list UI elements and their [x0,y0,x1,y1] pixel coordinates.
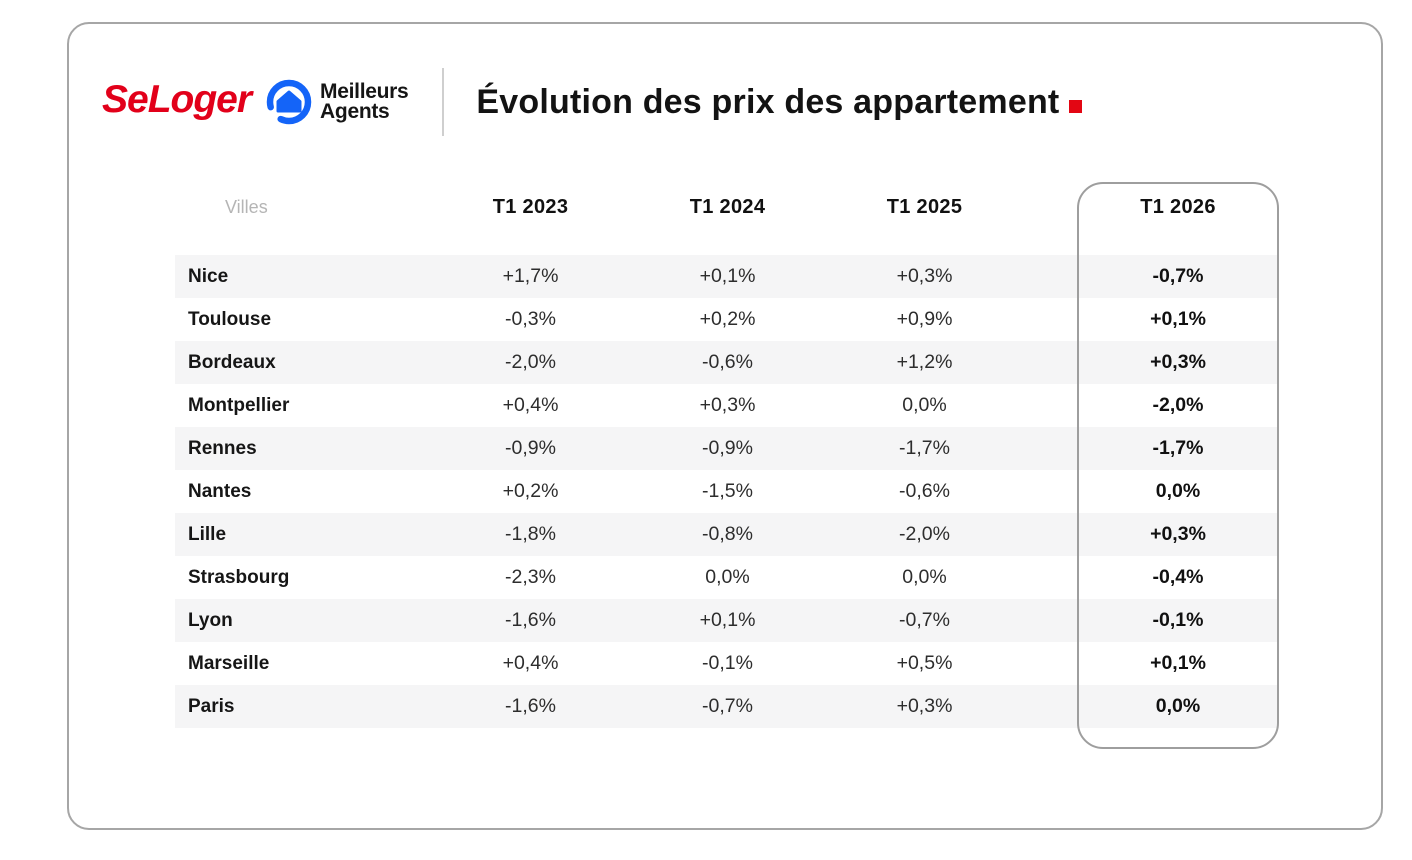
value: -0,9% [702,437,753,459]
seloger-logo: SeLoger [102,78,252,121]
red-square-accent [1069,99,1083,113]
city-label: Nice [188,265,229,287]
value: -1,8% [505,523,556,545]
value: -1,5% [702,480,753,502]
value-t1-2026: +0,3% [1150,523,1206,545]
meilleurs-agents-logo: Meilleurs Agents [265,78,409,126]
value: -1,6% [505,609,556,631]
table-row: Toulouse -0,3% +0,2% +0,9% +0,1% [175,298,1279,341]
value: +0,1% [699,609,756,631]
value: 0,0% [902,394,947,416]
value-t1-2026: +0,1% [1150,308,1206,330]
table-row: Nice +1,7% +0,1% +0,3% -0,7% [175,255,1279,298]
brand-row: SeLoger Meilleurs Agents Évolution des p… [102,64,1083,140]
value: +1,2% [896,351,953,373]
value: +0,9% [896,308,953,330]
value-t1-2026: -0,7% [1152,265,1204,287]
city-label: Bordeaux [188,351,276,373]
value: +0,2% [699,308,756,330]
vertical-divider [442,68,445,136]
ma-word-line2: Agents [320,100,390,123]
column-header-t1-2023: T1 2023 [492,195,569,218]
value: -0,7% [702,695,753,717]
value-t1-2026: 0,0% [1155,695,1201,717]
value: +0,3% [699,394,756,416]
city-label: Nantes [188,480,252,502]
value: -0,6% [702,351,753,373]
table-row: Montpellier +0,4% +0,3% 0,0% -2,0% [175,384,1279,427]
value: +0,3% [896,695,953,717]
value: +0,2% [502,480,559,502]
value-t1-2026: +0,3% [1150,351,1206,373]
column-header-t1-2024: T1 2024 [689,195,766,218]
value: -1,7% [899,437,950,459]
table-row: Lille -1,8% -0,8% -2,0% +0,3% [175,513,1279,556]
table-body: Nice +1,7% +0,1% +0,3% -0,7% Toulouse -0,3% +0,… [175,255,1279,728]
value-t1-2026: +0,1% [1150,652,1206,674]
value: 0,0% [902,566,947,588]
value-t1-2026: -2,0% [1152,394,1204,416]
city-label: Paris [188,695,235,717]
value-t1-2026: -0,4% [1152,566,1204,588]
value: +0,4% [502,652,559,674]
value: -2,0% [505,351,556,373]
price-table: Villes T1 2023 T1 2024 T1 2025 T1 2026 N… [175,182,1279,749]
city-label: Toulouse [188,308,272,330]
value: -0,7% [899,609,950,631]
city-label: Marseille [188,652,270,674]
city-label: Strasbourg [188,566,290,588]
value: -0,6% [899,480,950,502]
value: +0,5% [896,652,953,674]
table-row: Rennes -0,9% -0,9% -1,7% -1,7% [175,427,1279,470]
value: -0,3% [505,308,556,330]
city-label: Montpellier [188,394,290,416]
column-header-t1-2025: T1 2025 [886,195,963,218]
table-row: Lyon -1,6% +0,1% -0,7% -0,1% [175,599,1279,642]
value-t1-2026: -1,7% [1152,437,1204,459]
table-row: Bordeaux -2,0% -0,6% +1,2% +0,3% [175,341,1279,384]
value: +1,7% [502,265,559,287]
city-label: Lyon [188,609,233,631]
infographic-card: SeLoger Meilleurs Agents Évolution des p… [67,22,1383,830]
value: -0,9% [505,437,556,459]
ma-word-line1: Meilleurs [320,80,409,104]
value: -1,6% [505,695,556,717]
meilleurs-agents-wordmark: Meilleurs Agents [320,80,409,123]
value: +0,4% [502,394,559,416]
page-title: Évolution des prix des appartement [476,82,1083,122]
column-header-t1-2026: T1 2026 [1140,195,1216,218]
value: -2,3% [505,566,556,588]
value: -0,1% [702,652,753,674]
table-row: Strasbourg -2,3% 0,0% 0,0% -0,4% [175,556,1279,599]
meilleurs-agents-house-icon [266,79,312,125]
table-row: Marseille +0,4% -0,1% +0,5% +0,1% [175,642,1279,685]
value: -0,8% [702,523,753,545]
column-header-villes: Villes [225,196,268,217]
city-label: Lille [188,523,227,545]
table-row: Nantes +0,2% -1,5% -0,6% 0,0% [175,470,1279,513]
value-t1-2026: 0,0% [1155,480,1201,502]
value: +0,3% [896,265,953,287]
table-row: Paris -1,6% -0,7% +0,3% 0,0% [175,685,1279,728]
value: -2,0% [899,523,950,545]
value: 0,0% [705,566,750,588]
page-title-text: Évolution des prix des appartement [476,82,1060,121]
value: +0,1% [699,265,756,287]
table-header-row: Villes T1 2023 T1 2024 T1 2025 T1 2026 [175,185,1279,229]
value-t1-2026: -0,1% [1152,609,1204,631]
city-label: Rennes [188,437,257,459]
